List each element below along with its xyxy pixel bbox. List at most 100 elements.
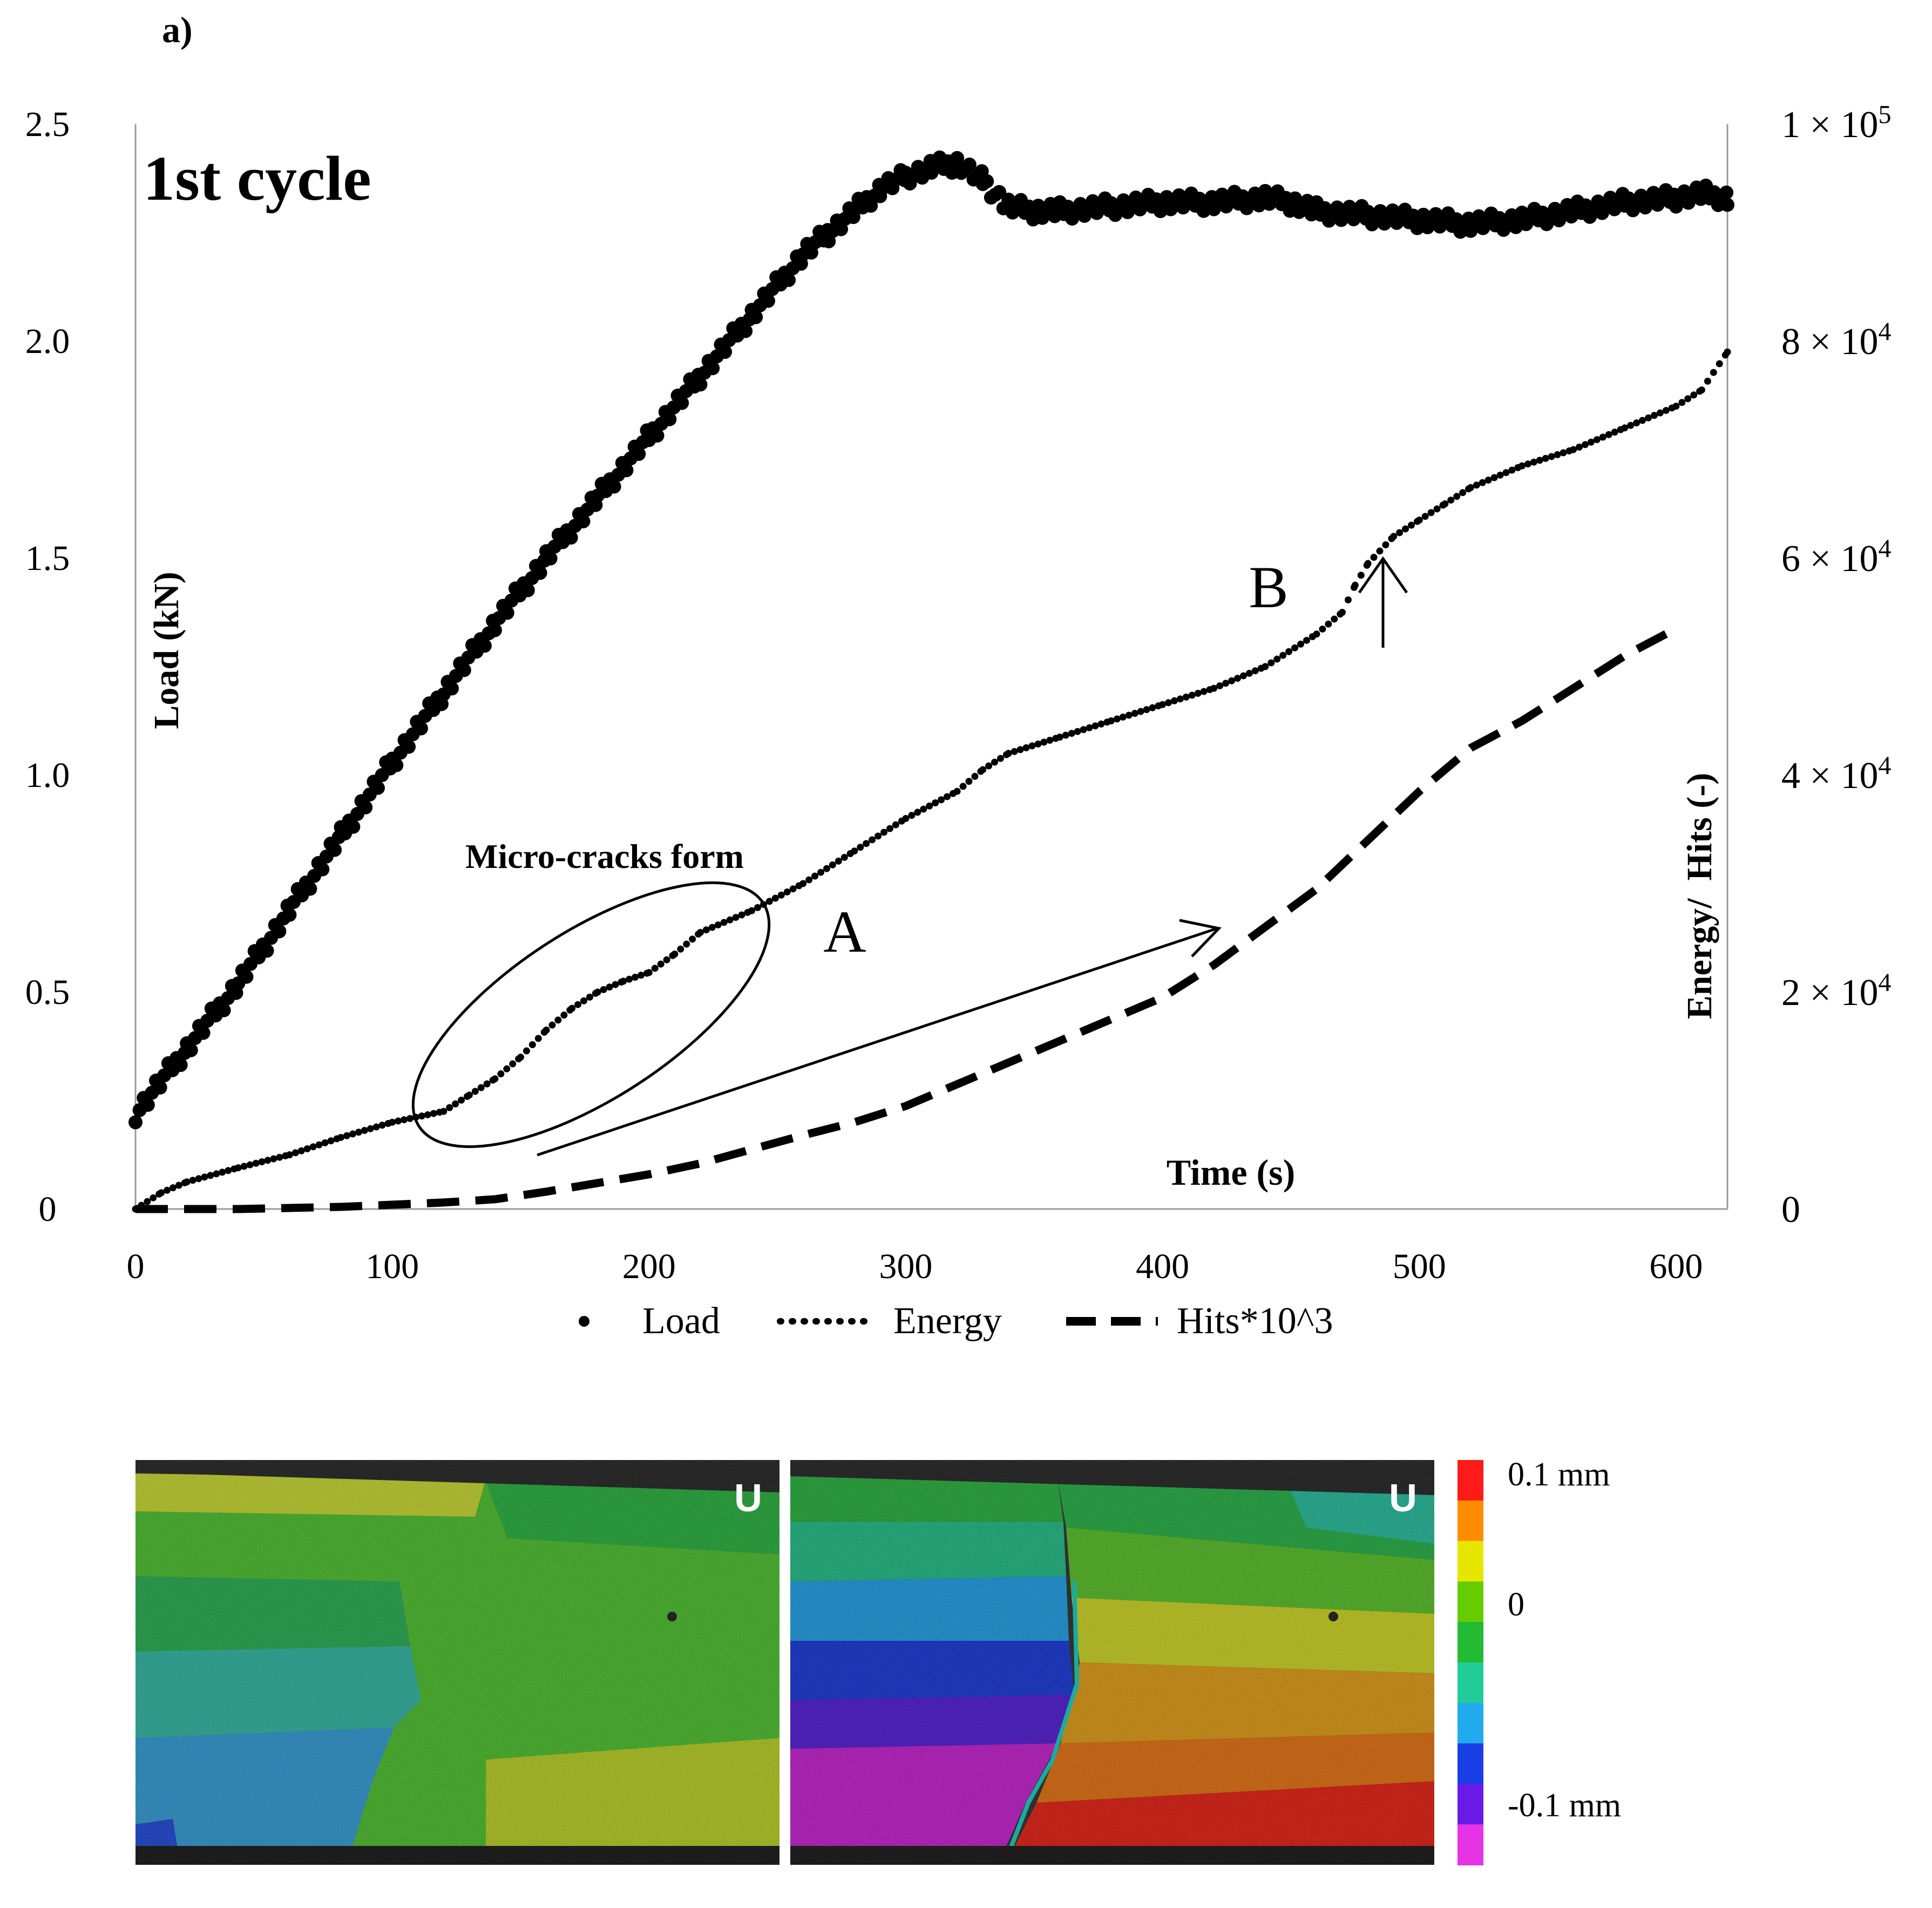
load-point <box>444 681 459 696</box>
micro-cracks-ellipse <box>411 881 771 1148</box>
load-point <box>992 185 1007 199</box>
energy-point <box>1581 441 1589 449</box>
load-point <box>980 174 994 188</box>
energy-point <box>1490 474 1498 481</box>
energy-point <box>620 977 627 985</box>
load-point <box>216 1003 231 1017</box>
energy-point <box>219 1169 226 1176</box>
series-hits-10-3 <box>135 624 1678 1213</box>
load-point <box>520 583 535 597</box>
energy-point <box>1005 750 1012 757</box>
energy-point <box>355 1129 362 1136</box>
series-energy <box>132 348 1731 1213</box>
energy-point <box>240 1163 248 1170</box>
energy-point <box>509 1060 517 1068</box>
energy-point <box>349 1130 356 1138</box>
energy-point <box>1170 697 1178 704</box>
load-point <box>962 157 977 172</box>
energy-point <box>1080 726 1087 734</box>
energy-point <box>517 1054 524 1061</box>
energy-point <box>1427 509 1435 517</box>
y-left-tick-label: 1.5 <box>25 539 70 578</box>
energy-point <box>1125 711 1133 719</box>
energy-point <box>677 945 684 953</box>
load-point <box>282 907 297 922</box>
energy-point <box>892 821 899 829</box>
legend-energy-label: Energy <box>893 1300 1002 1342</box>
energy-point <box>189 1177 196 1184</box>
load-point <box>328 843 342 857</box>
energy-point <box>594 988 601 996</box>
energy-point <box>1357 572 1365 579</box>
energy-point <box>1210 684 1218 692</box>
load-point <box>782 273 796 287</box>
energy-point <box>309 1143 317 1151</box>
energy-point <box>689 935 696 943</box>
energy-point <box>714 921 722 929</box>
energy-point <box>1518 462 1526 470</box>
load-point <box>533 566 547 580</box>
energy-point <box>1548 453 1555 460</box>
colorbar-segment <box>1458 1460 1483 1501</box>
energy-point <box>840 853 848 861</box>
energy-point <box>1484 476 1492 484</box>
energy-point <box>1704 377 1711 385</box>
dic-map-2-corner-label: U <box>1389 1477 1417 1520</box>
energy-point <box>738 911 745 919</box>
energy-point <box>765 898 773 905</box>
y-left-tick-label: 2.0 <box>25 322 70 361</box>
colorbar-segment <box>1458 1703 1483 1744</box>
energy-point <box>264 1157 272 1164</box>
hits-line <box>135 624 1678 1213</box>
energy-point <box>1633 419 1640 427</box>
energy-point <box>1611 429 1618 436</box>
energy-point <box>303 1145 311 1152</box>
energy-point <box>270 1155 277 1163</box>
legend: Load Energy Hits*10^3 <box>579 1300 1333 1342</box>
energy-point <box>1176 695 1184 703</box>
energy-point <box>343 1132 350 1139</box>
energy-point <box>754 904 761 911</box>
energy-point <box>1370 553 1378 561</box>
energy-point <box>1599 433 1606 441</box>
energy-point <box>1159 701 1167 708</box>
energy-point <box>337 1133 345 1141</box>
energy-point <box>1200 688 1208 695</box>
energy-point <box>580 997 587 1004</box>
energy-point <box>863 840 870 847</box>
energy-point <box>297 1147 305 1155</box>
annotation-a: A <box>823 899 866 965</box>
energy-point <box>811 872 819 880</box>
x-tick-label: 600 <box>1649 1247 1703 1286</box>
energy-point <box>799 880 807 887</box>
energy-point <box>367 1125 374 1132</box>
energy-point <box>1131 710 1138 717</box>
series-layer <box>128 150 1734 1213</box>
energy-point <box>1645 414 1652 422</box>
load-point <box>607 479 621 494</box>
annotation-b: B <box>1249 554 1288 620</box>
y-right-tick-labels: 0 2 × 104 4 × 104 6 × 104 8 × 104 1 × 105 <box>1781 100 1891 1231</box>
energy-point <box>953 787 961 795</box>
energy-point <box>158 1189 165 1197</box>
energy-point <box>164 1186 171 1194</box>
load-point <box>303 881 317 896</box>
energy-point <box>777 891 785 899</box>
x-tick-label: 100 <box>365 1247 419 1286</box>
energy-point <box>1382 541 1389 548</box>
legend-load-label: Load <box>642 1300 720 1342</box>
colorbar-segment <box>1458 1500 1483 1542</box>
energy-point <box>1390 533 1398 540</box>
energy-point <box>144 1198 151 1205</box>
energy-point <box>491 1075 499 1083</box>
energy-point <box>645 969 653 976</box>
energy-point <box>959 783 967 790</box>
arrow-a <box>537 919 1222 1157</box>
colorbar-label-zero: 0 <box>1508 1586 1524 1623</box>
energy-point <box>560 1011 568 1019</box>
energy-point <box>651 965 659 972</box>
energy-point <box>932 799 939 807</box>
annotations: Micro-cracks form A B <box>411 554 1408 1157</box>
energy-point <box>234 1164 242 1172</box>
energy-point <box>586 993 593 1001</box>
